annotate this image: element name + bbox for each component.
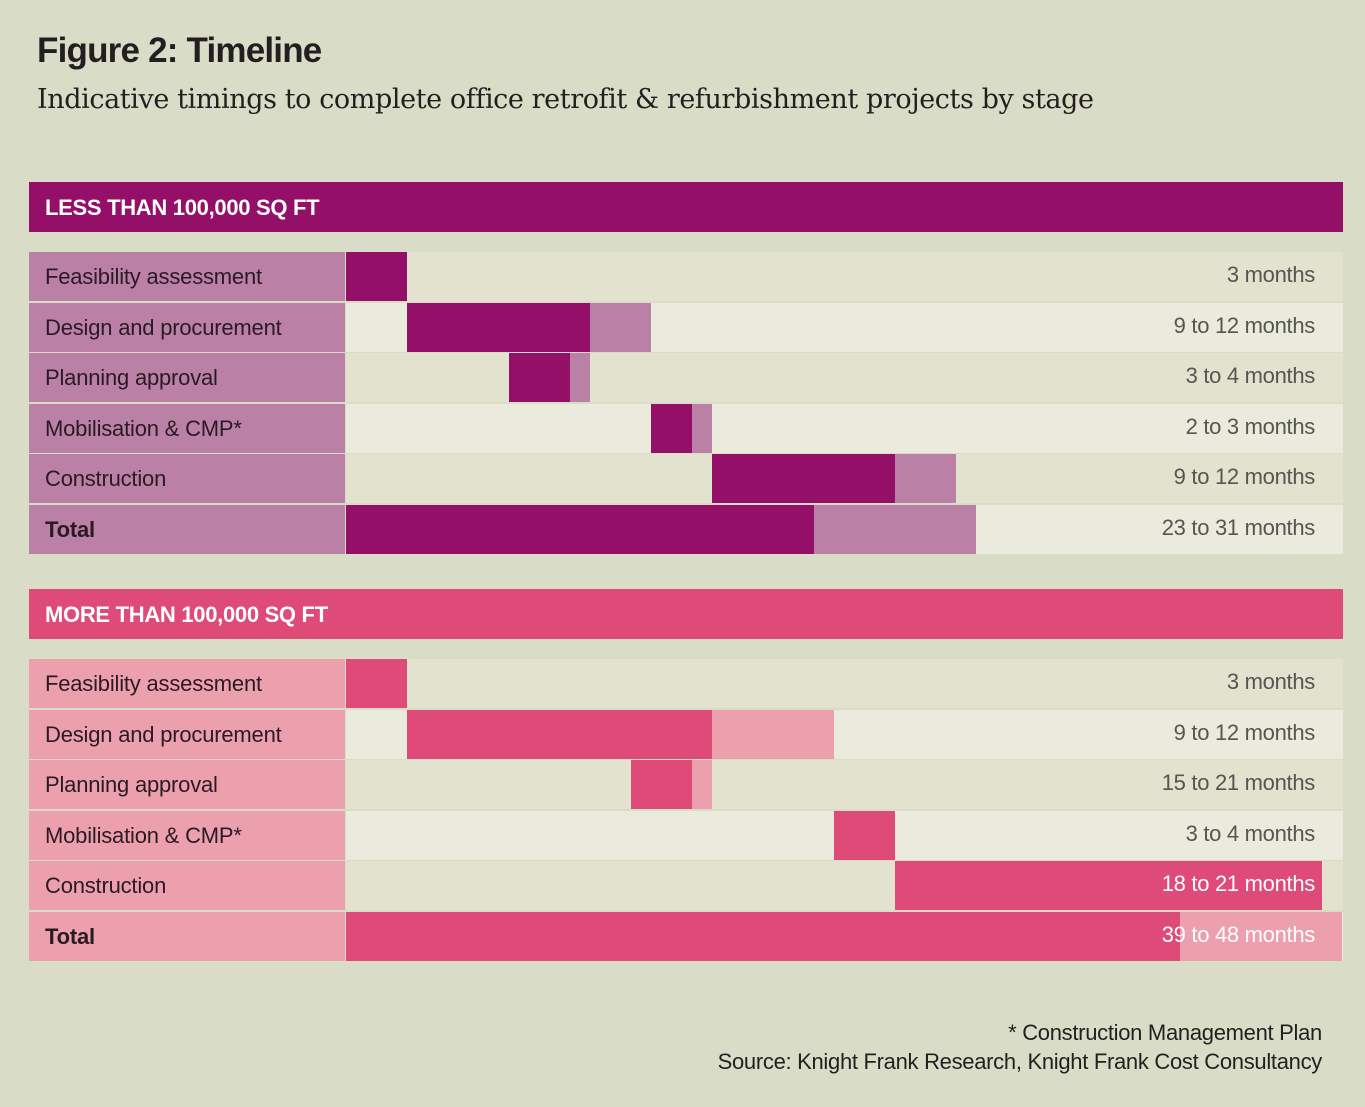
timeline-track [346,760,1343,810]
bar-max-extension [1179,911,1343,961]
bar-max-extension [569,353,590,403]
bar-min-duration [894,861,1322,911]
timeline-track [346,659,1343,708]
timeline-track [346,911,1343,961]
duration-label: 2 to 3 months [1185,413,1316,439]
stage-label: Feasibility assessment [29,659,345,708]
bar-max-extension [894,454,956,504]
stage-rows: Feasibility assessment 3 months Design and… [29,252,1343,554]
figure-subtitle: Indicative timings to complete office re… [37,84,1094,115]
section-header: MORE THAN 100,000 SQ FT [29,589,1343,639]
stage-label: Planning approval [29,353,345,403]
stage-row: Planning approval 15 to 21 months [29,760,1343,810]
bar-min-duration [346,504,814,554]
duration-label: 9 to 12 months [1173,719,1316,745]
figure-title: Figure 2: Timeline [37,31,322,70]
bar-max-extension [589,302,651,352]
stage-label: Total [29,911,345,961]
stage-label: Feasibility assessment [29,252,345,301]
total-row: Total 39 to 48 months [29,911,1343,961]
bar-max-extension [691,760,712,810]
bar-min-duration [346,252,407,301]
section-header: LESS THAN 100,000 SQ FT [29,182,1343,232]
stage-row: Mobilisation & CMP* 2 to 3 months [29,403,1343,453]
timeline-track [346,403,1343,453]
section-more-than-100k: MORE THAN 100,000 SQ FT Feasibility asse… [29,589,1343,963]
total-row: Total 23 to 31 months [29,504,1343,554]
bar-max-extension [691,403,712,453]
stage-row: Construction 9 to 12 months [29,454,1343,504]
stage-label: Design and procurement [29,709,345,759]
stage-label: Total [29,504,345,554]
stage-row: Planning approval 3 to 4 months [29,353,1343,403]
duration-label: 3 months [1226,669,1315,694]
timeline-track [346,454,1343,504]
stage-row: Feasibility assessment 3 months [29,252,1343,301]
timeline-track [346,353,1343,403]
duration-label: 15 to 21 months [1161,770,1316,796]
source-note: Source: Knight Frank Research, Knight Fr… [717,1049,1323,1074]
bar-min-duration [406,709,712,759]
timeline-track [346,302,1343,352]
duration-label: 3 to 4 months [1185,363,1316,389]
duration-label: 9 to 12 months [1173,312,1316,338]
bar-min-duration [406,302,590,352]
stage-label: Design and procurement [29,302,345,352]
stage-label: Planning approval [29,760,345,810]
stage-label: Mobilisation & CMP* [29,403,345,453]
bar-min-duration [346,911,1180,961]
timeline-track [346,252,1343,301]
duration-label: 3 months [1226,262,1315,287]
bar-min-duration [508,353,570,403]
stage-row: Construction 18 to 21 months [29,861,1343,911]
bar-min-duration [833,810,895,860]
stage-row: Mobilisation & CMP* 3 to 4 months [29,810,1343,860]
timeline-track [346,810,1343,860]
duration-label: 23 to 31 months [1161,514,1316,540]
bar-max-extension [813,504,977,554]
bar-min-duration [650,403,692,453]
duration-label: 39 to 48 months [1161,921,1316,947]
stage-label: Construction [29,454,345,504]
bar-max-extension [711,709,834,759]
footnote-cmp: * Construction Management Plan [1008,1020,1322,1045]
section-less-than-100k: LESS THAN 100,000 SQ FT Feasibility asse… [29,182,1343,556]
stage-row: Design and procurement 9 to 12 months [29,709,1343,759]
duration-label: 18 to 21 months [1161,871,1316,897]
stage-rows: Feasibility assessment 3 months Design and… [29,659,1343,961]
stage-label: Mobilisation & CMP* [29,810,345,860]
duration-label: 3 to 4 months [1185,820,1316,846]
timeline-track [346,504,1343,554]
stage-row: Feasibility assessment 3 months [29,659,1343,708]
stage-row: Design and procurement 9 to 12 months [29,302,1343,352]
duration-label: 9 to 12 months [1173,464,1316,490]
bar-min-duration [346,659,407,708]
bar-min-duration [711,454,895,504]
stage-label: Construction [29,861,345,911]
timeline-track [346,709,1343,759]
bar-min-duration [630,760,692,810]
timeline-track [346,861,1343,911]
